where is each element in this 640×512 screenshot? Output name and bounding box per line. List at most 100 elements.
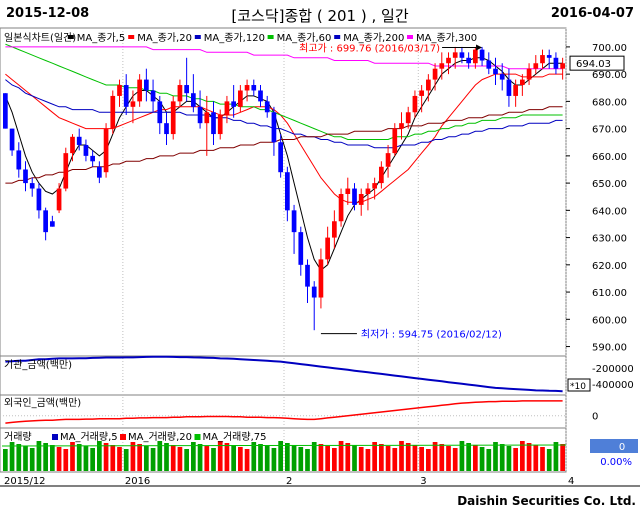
volume-bar: [499, 444, 505, 471]
candle-body: [97, 166, 102, 178]
candle-body: [224, 101, 230, 115]
candle-body: [473, 49, 478, 64]
price-panel: 700.00 690.00 680.00 670.00 660.00 650.00 640.…: [3, 28, 627, 472]
candle-body: [365, 188, 371, 194]
volume-bar: [358, 447, 364, 471]
volume-bar: [419, 447, 424, 471]
current-value-box: [569, 55, 625, 71]
institution-tick-label: -400000: [592, 380, 634, 391]
volume-legend-label: MA_거래량,75: [203, 431, 267, 443]
volume-bar: [291, 445, 297, 471]
scale-badge-box: [567, 378, 591, 392]
volume-bar: [560, 444, 565, 471]
candle-body: [231, 101, 236, 107]
candle-body: [110, 95, 116, 129]
volume-bar: [278, 441, 283, 471]
volume-bar: [379, 444, 384, 471]
volume-bar: [217, 441, 223, 471]
candle-body: [311, 286, 317, 298]
y-tick-label: 630.00: [592, 234, 627, 245]
volume-bar: [405, 443, 411, 471]
candle-body: [452, 52, 458, 58]
volume-bar: [553, 442, 559, 471]
y-tick-label: 690.00: [592, 70, 627, 81]
x-tick-label: 4: [568, 476, 574, 487]
candle-body: [50, 221, 55, 227]
volume-bar: [452, 448, 458, 471]
volume-bar: [23, 446, 28, 471]
candle-body: [103, 128, 109, 173]
candle-body: [493, 68, 498, 75]
candle-body: [251, 85, 257, 91]
volume-bar: [506, 446, 512, 471]
legend-swatch: [334, 35, 341, 39]
y-tick-label: 670.00: [592, 125, 627, 136]
candle-body: [130, 101, 136, 107]
candle-body: [36, 188, 42, 211]
legend: 일본식차트(일간) MA_종가,5 MA_종가,20 MA_종가,120 MA_종가,6…: [4, 32, 477, 44]
candle-body: [244, 85, 250, 91]
y-tick-label: 660.00: [592, 152, 627, 163]
volume-bar: [70, 442, 75, 471]
volume-bar: [224, 443, 230, 471]
volume-bar: [244, 449, 250, 471]
candle-body: [157, 101, 163, 124]
candle-body: [405, 112, 411, 124]
volume-bar: [399, 441, 404, 471]
volume-bar: [479, 447, 485, 471]
y-tick-label: 600.00: [592, 315, 627, 326]
credit-label: Daishin Securities Co. Ltd.: [457, 494, 636, 508]
y-tick-label: 640.00: [592, 206, 627, 217]
volume-side-value-box: [590, 439, 638, 453]
volume-bar: [352, 445, 357, 471]
volume-bar: [36, 441, 42, 471]
volume-bar: [540, 447, 545, 471]
candle-body: [184, 85, 189, 94]
volume-bar: [150, 448, 156, 471]
candle-body: [170, 101, 176, 135]
candle-body: [70, 136, 75, 154]
volume-bar: [258, 444, 263, 471]
volume-bar: [412, 445, 418, 471]
high-annotation-label: 최고가 : 699.76 (2016/03/17): [299, 43, 440, 55]
volume-bar: [103, 443, 109, 471]
legend-label: MA_종가,20: [137, 32, 192, 44]
volume-bar: [520, 441, 525, 471]
volume-bar: [426, 449, 431, 471]
volume-bar: [493, 442, 498, 471]
volume-bar: [473, 445, 478, 471]
volume-bar: [63, 449, 69, 471]
volume-bar: [439, 444, 445, 471]
x-tick-label: 2015/12: [4, 476, 46, 487]
candle-body: [560, 63, 565, 69]
candle-body: [43, 210, 48, 233]
volume-bar: [392, 448, 398, 471]
volume-bar: [110, 445, 116, 471]
chart-title: [코스닥]종합 ( 201 ) , 일간: [231, 7, 409, 25]
scale-badge-label: *10: [570, 382, 586, 392]
candle-body: [419, 90, 424, 96]
volume-bar: [372, 442, 377, 471]
volume-bar: [446, 446, 451, 471]
volume-ma-line: [1, 444, 567, 447]
volume-bar: [486, 449, 492, 471]
candle-body: [3, 93, 8, 129]
institution-tick-label: -200000: [592, 364, 634, 375]
volume-bar: [325, 446, 330, 471]
foreigner-panel-label: 외국인_금액(백만): [4, 397, 81, 409]
candle-body: [305, 264, 310, 287]
institution-panel: 기관_금액(백만) -200000 -400000 *10: [4, 355, 634, 393]
legend-swatch: [194, 35, 201, 39]
volume-bar: [184, 449, 189, 471]
chart-frame: [0, 27, 640, 487]
candle-body: [332, 221, 337, 238]
volume-bar: [311, 442, 317, 471]
volume-bar: [123, 449, 129, 471]
candle-body: [90, 155, 95, 162]
candle-body: [379, 166, 384, 184]
foreigner-panel: 외국인_금액(백만) 0: [0, 397, 598, 424]
volume-bar: [137, 444, 142, 471]
volume-bar: [298, 447, 304, 471]
candle-body: [9, 128, 15, 151]
